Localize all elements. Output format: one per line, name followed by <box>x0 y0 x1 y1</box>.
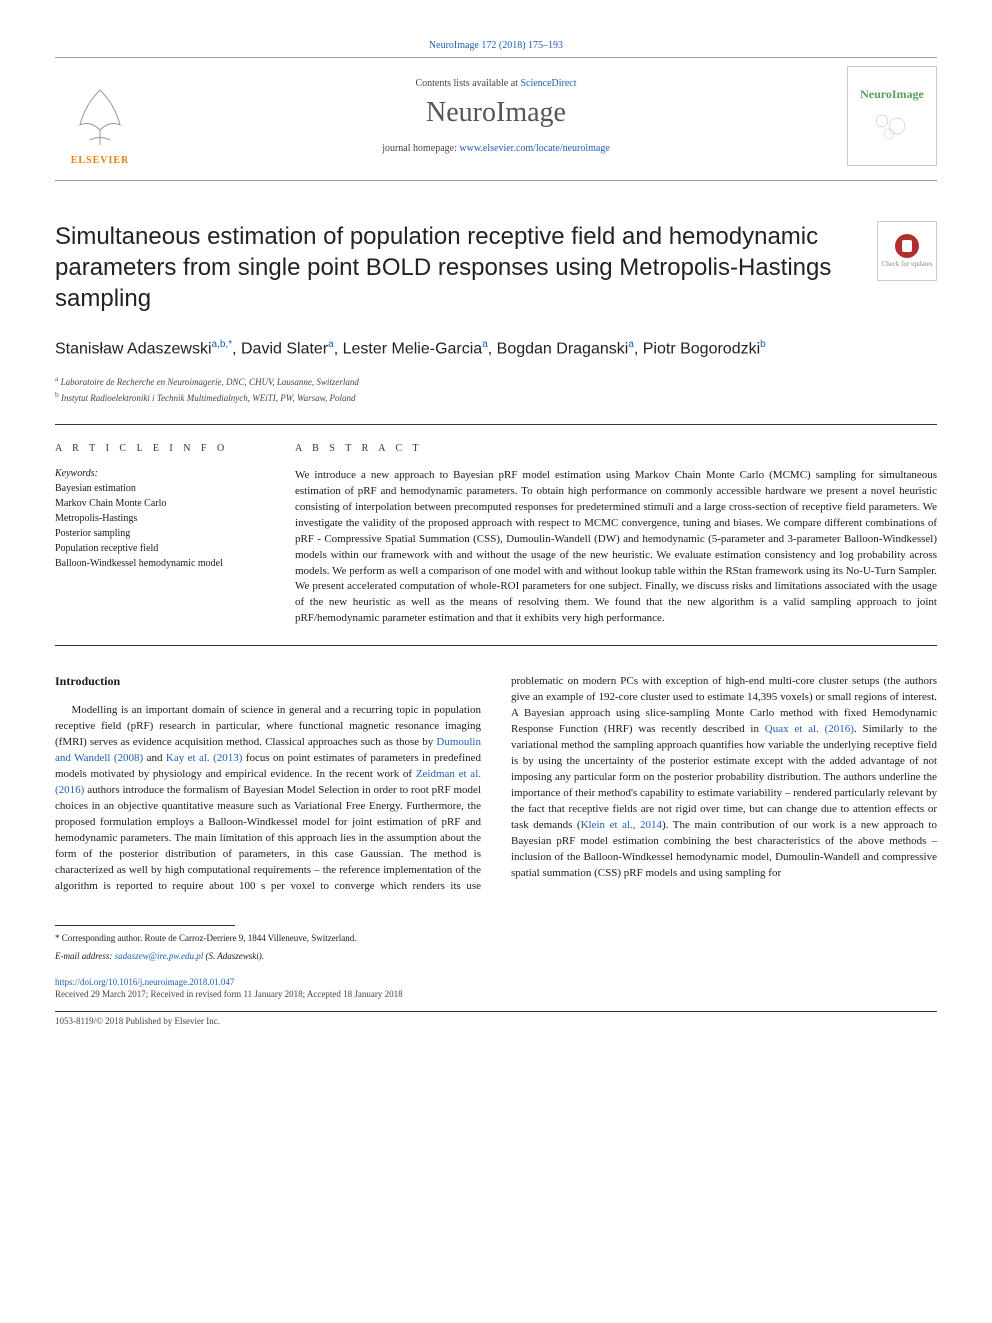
elsevier-label: ELSEVIER <box>71 155 130 166</box>
email-suffix: (S. Adaszewski). <box>203 951 264 961</box>
keyword-item: Markov Chain Monte Carlo <box>55 496 255 511</box>
elsevier-logo: ELSEVIER <box>55 66 145 166</box>
check-updates-icon <box>895 234 919 258</box>
affiliation-item: a Laboratoire de Recherche en Neuroimage… <box>55 373 937 390</box>
author-name: Stanisław Adaszewski <box>55 340 212 357</box>
author-name: David Slater <box>241 340 328 357</box>
homepage-line: journal homepage: www.elsevier.com/locat… <box>145 143 847 154</box>
homepage-link[interactable]: www.elsevier.com/locate/neuroimage <box>459 143 609 154</box>
body-text: Modelling is an important domain of scie… <box>55 704 481 748</box>
check-updates-badge[interactable]: Check for updates <box>877 221 937 281</box>
divider <box>55 645 937 646</box>
citation-link[interactable]: Klein et al., 2014 <box>581 819 662 831</box>
email-label: E-mail address: <box>55 951 115 961</box>
abstract-heading: A B S T R A C T <box>295 443 937 454</box>
affiliation-text: Laboratoire de Recherche en Neuroimageri… <box>58 377 359 387</box>
journal-cover-thumbnail: NeuroImage <box>847 66 937 166</box>
footnote-divider <box>55 925 235 926</box>
keywords-label: Keywords: <box>55 468 255 479</box>
article-dates: Received 29 March 2017; Received in revi… <box>55 989 937 999</box>
keyword-item: Balloon-Windkessel hemodynamic model <box>55 556 255 571</box>
body-text: authors introduce the formalism of Bayes… <box>55 784 481 892</box>
section-heading-introduction: Introduction <box>55 674 481 689</box>
journal-cover-label: NeuroImage <box>860 87 924 102</box>
homepage-prefix: journal homepage: <box>382 143 459 154</box>
doi-link[interactable]: https://doi.org/10.1016/j.neuroimage.201… <box>55 977 937 987</box>
body-text: . Similarly to the variational method th… <box>511 723 937 831</box>
keyword-item: Bayesian estimation <box>55 481 255 496</box>
keyword-item: Metropolis-Hastings <box>55 511 255 526</box>
affiliation-text: Instytut Radioelektroniki i Technik Mult… <box>59 393 356 403</box>
citation-link[interactable]: Kay et al. (2013) <box>166 752 243 764</box>
article-title: Simultaneous estimation of population re… <box>55 221 835 315</box>
corresponding-email-line: E-mail address: sadaszew@ire.pw.edu.pl (… <box>55 950 937 963</box>
check-updates-label: Check for updates <box>882 260 933 268</box>
intro-paragraph: Modelling is an important domain of scie… <box>55 674 937 894</box>
author-affiliation-sup: a <box>328 339 334 350</box>
header-citation: NeuroImage 172 (2018) 175–193 <box>55 40 937 51</box>
affiliation-item: b Instytut Radioelektroniki i Technik Mu… <box>55 389 937 406</box>
abstract-block: A B S T R A C T We introduce a new appro… <box>295 443 937 627</box>
issn-copyright: 1053-8119/© 2018 Published by Elsevier I… <box>55 1011 937 1026</box>
journal-name: NeuroImage <box>145 97 847 129</box>
author-name: Piotr Bogorodzki <box>643 340 760 357</box>
keyword-item: Population receptive field <box>55 541 255 556</box>
article-info-heading: A R T I C L E I N F O <box>55 443 255 454</box>
citation-link[interactable]: Quax et al. (2016) <box>765 723 854 735</box>
journal-cover-art-icon <box>867 106 917 146</box>
author-affiliation-sup: a <box>628 339 634 350</box>
affiliation-list: a Laboratoire de Recherche en Neuroimage… <box>55 373 937 406</box>
email-link[interactable]: sadaszew@ire.pw.edu.pl <box>115 951 204 961</box>
author-affiliation-sup: a <box>482 339 488 350</box>
sciencedirect-link[interactable]: ScienceDirect <box>520 78 576 89</box>
author-affiliation-sup: b <box>760 339 766 350</box>
contents-prefix: Contents lists available at <box>415 78 520 89</box>
divider <box>55 424 937 425</box>
article-info-block: A R T I C L E I N F O Keywords: Bayesian… <box>55 443 255 627</box>
body-text: and <box>143 752 166 764</box>
author-list: Stanisław Adaszewskia,b,*, David Slatera… <box>55 337 937 361</box>
contents-line: Contents lists available at ScienceDirec… <box>145 78 847 89</box>
abstract-text: We introduce a new approach to Bayesian … <box>295 468 937 627</box>
corresponding-author: * Corresponding author. Route de Carroz-… <box>55 932 937 945</box>
author-affiliation-sup: a,b,* <box>212 339 233 350</box>
keyword-item: Posterior sampling <box>55 526 255 541</box>
author-name: Bogdan Draganski <box>497 340 629 357</box>
journal-header: ELSEVIER Contents lists available at Sci… <box>55 57 937 181</box>
elsevier-tree-icon <box>65 85 135 155</box>
author-name: Lester Melie-Garcia <box>343 340 483 357</box>
